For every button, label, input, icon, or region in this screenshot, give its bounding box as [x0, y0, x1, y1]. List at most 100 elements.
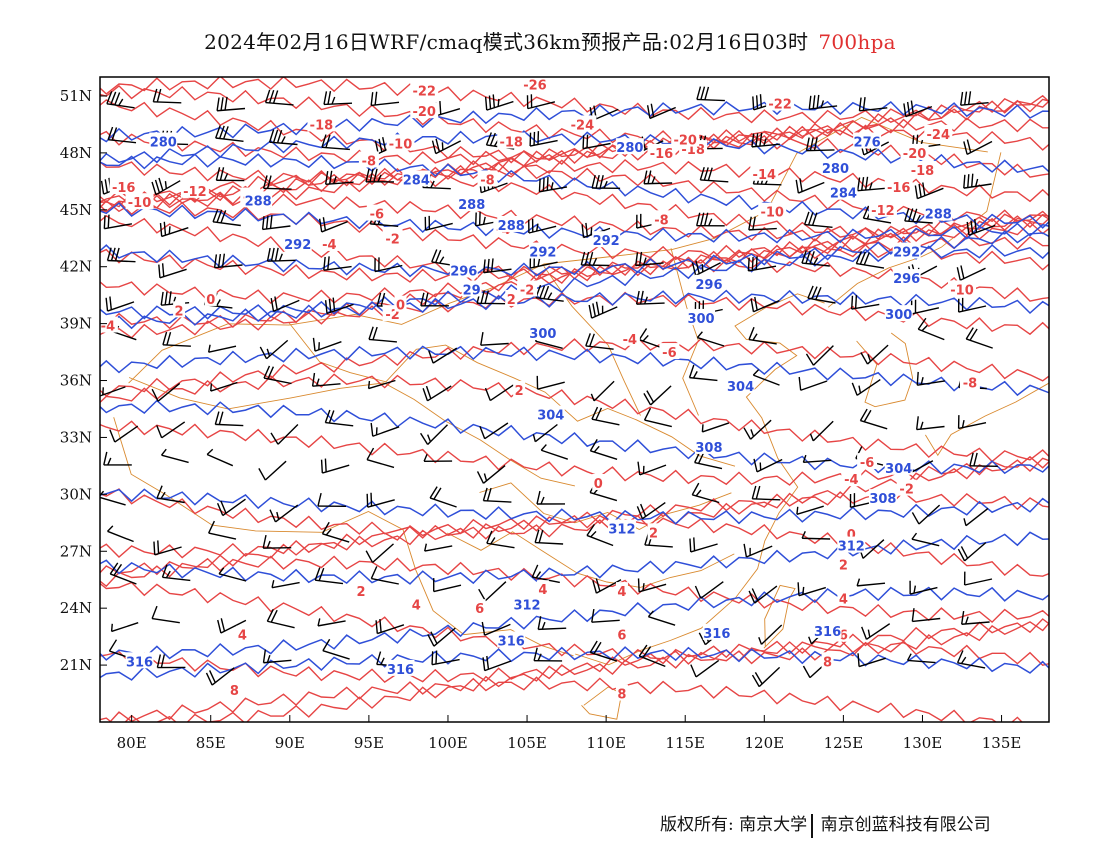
contour-label-bg: [853, 132, 882, 149]
wind-barb: [963, 571, 993, 586]
contour-label-bg: [125, 652, 154, 669]
contour-label-bg: [758, 202, 787, 219]
wind-barb: [271, 580, 300, 589]
contour-label-bg: [358, 151, 379, 168]
wind-barb: [103, 214, 133, 230]
wind-barb: [805, 137, 835, 152]
wind-barb: [796, 505, 824, 516]
wind-barb: [482, 655, 512, 672]
contour-label-bg: [236, 625, 249, 642]
wind-barb: [215, 167, 245, 182]
wind-barb: [478, 581, 507, 602]
wind-barb: [591, 608, 620, 623]
contour-label-bg: [520, 77, 549, 92]
wind-barb: [218, 567, 247, 582]
contour-label-bg: [173, 301, 186, 318]
wind-barb: [963, 139, 993, 155]
axes: 80E 85E 90E 95E 100E 105E 110E 115E 120E 125E 130E…: [60, 87, 1022, 752]
x-tick-label: 105E: [507, 734, 547, 752]
wind-barb: [161, 564, 191, 582]
wind-barb: [151, 177, 181, 196]
wind-barb: [159, 221, 189, 238]
wind-barb: [914, 182, 944, 200]
contour-label-bg: [497, 132, 526, 149]
wind-barb: [269, 504, 299, 523]
contour-label: 4: [238, 629, 247, 644]
x-tick-label: 125E: [824, 734, 864, 752]
contour-label-bg: [884, 178, 913, 195]
wind-barb: [323, 91, 353, 106]
temperature-isoline: [100, 336, 1049, 397]
temperature-isoline: [100, 490, 1049, 559]
contour-label-bg: [671, 130, 700, 147]
wind-barb: [957, 415, 987, 430]
contour-label: 316: [387, 663, 414, 678]
contour-label-bg: [517, 280, 538, 297]
y-tick-label: 33N: [60, 428, 92, 446]
y-tick-label: 30N: [60, 485, 92, 503]
contour-label: -4: [623, 333, 637, 348]
contour-label: 316: [126, 655, 153, 670]
wind-barb: [753, 458, 783, 473]
contour-label: -8: [654, 213, 668, 228]
wind-barb: [158, 263, 187, 279]
wind-barb: [422, 385, 452, 402]
wind-barb: [531, 564, 560, 584]
contour-label: 300: [885, 308, 912, 323]
contour-label-bg: [473, 599, 486, 616]
x-tick-label: 120E: [745, 734, 785, 752]
contour-label: 6: [475, 602, 484, 617]
contour-label: 8: [230, 684, 239, 699]
temperature-contours: [100, 77, 1049, 722]
wind-barb: [151, 605, 180, 624]
wind-barb: [322, 638, 350, 660]
contour-label: 308: [695, 441, 722, 456]
contour-label: 6: [617, 629, 626, 644]
wind-barb: [324, 170, 354, 185]
contour-label: 288: [925, 208, 952, 223]
province-border: [128, 377, 575, 487]
wind-barb: [431, 138, 462, 155]
wind-barb: [751, 666, 781, 688]
wind-barb: [960, 610, 990, 625]
wind-barb: [484, 384, 514, 402]
province-border: [446, 531, 735, 588]
contour-labels: -22 -26-22-20-18-18-24-16 -18-20-14-10-8-8…: [100, 77, 980, 703]
temperature-isoline: [100, 638, 1049, 722]
wind-barb: [428, 347, 458, 364]
contour-label-bg: [615, 625, 628, 642]
wind-barb: [536, 490, 566, 505]
contour-label: 6: [839, 629, 848, 644]
wind-barb: [106, 91, 135, 109]
wind-barb: [324, 297, 354, 315]
title-main: 2024年02月16日WRF/cmaq模式36km预报产品:02月16日03时: [204, 30, 809, 54]
contour-label: -8: [963, 376, 977, 391]
contour-label: 280: [822, 162, 849, 177]
wind-barb: [856, 578, 886, 587]
temperature-isoline: [100, 117, 1049, 166]
contour-label: 292: [529, 246, 556, 261]
contour-label: 284: [403, 173, 430, 188]
x-tick-label: 110E: [586, 734, 626, 752]
footer-separator: [811, 813, 813, 838]
wind-barb: [105, 296, 135, 312]
contour-label-bg: [394, 295, 407, 312]
wind-barb: [479, 422, 509, 440]
wind-barb: [903, 100, 933, 118]
wind-barb: [851, 295, 880, 310]
x-tick-label: 100E: [428, 734, 468, 752]
contour-label-bg: [615, 582, 628, 599]
chart-title: 2024年02月16日WRF/cmaq模式36km预报产品:02月16日03时 7…: [0, 26, 1100, 55]
contour-label: -16: [650, 147, 674, 162]
wind-barb: [365, 168, 395, 183]
wind-barb: [317, 492, 347, 507]
wind-barb: [529, 131, 558, 147]
height-isoline: [100, 646, 1049, 681]
contour-label: 288: [245, 194, 272, 209]
contour-label: 308: [869, 492, 896, 507]
province-border: [670, 248, 699, 416]
wind-barb: [207, 344, 237, 353]
contour-label: -2: [899, 483, 913, 498]
wind-barb: [906, 653, 936, 664]
temperature-isoline: [100, 676, 1023, 722]
